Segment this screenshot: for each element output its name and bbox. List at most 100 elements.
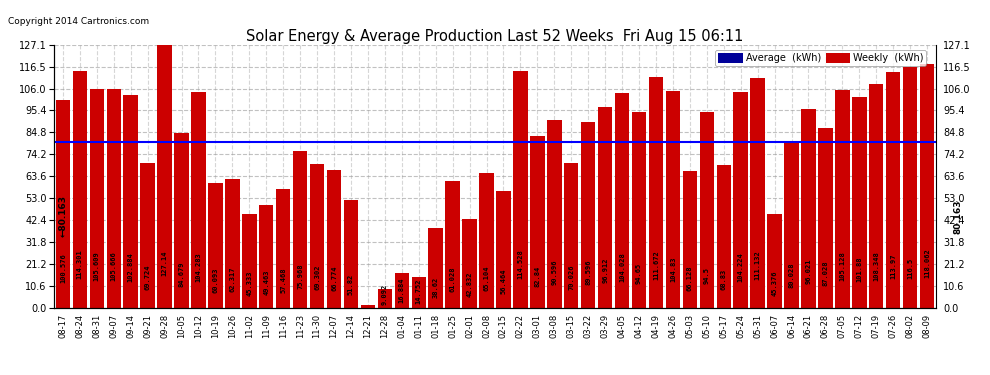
Text: 82.84: 82.84 (535, 266, 541, 287)
Bar (920, 64, 935, 308)
Title: Solar Energy & Average Production Last 52 Weeks  Fri Aug 15 06:11: Solar Energy & Average Production Last 5… (247, 29, 743, 44)
Text: 80.028: 80.028 (788, 262, 795, 288)
Text: 89.596: 89.596 (585, 260, 591, 285)
Text: 9.092: 9.092 (382, 284, 388, 305)
Bar (141, 164, 154, 308)
Bar (395, 273, 409, 308)
Bar (412, 277, 426, 308)
Text: 84.679: 84.679 (178, 261, 184, 286)
Bar (903, 67, 918, 308)
Bar (717, 165, 731, 308)
Bar (107, 89, 121, 308)
Bar (818, 128, 833, 308)
Text: 94.5: 94.5 (704, 267, 710, 284)
Text: 45.376: 45.376 (771, 271, 777, 296)
Bar (225, 179, 240, 308)
Text: 87.028: 87.028 (823, 260, 829, 286)
Bar (581, 123, 595, 308)
Bar (598, 107, 613, 308)
Bar (344, 201, 358, 308)
Text: 70.026: 70.026 (568, 265, 574, 290)
Bar (801, 109, 816, 307)
Text: 113.97: 113.97 (890, 254, 896, 279)
Bar (869, 84, 883, 308)
Bar (615, 93, 630, 308)
Bar (632, 112, 646, 308)
Bar (683, 171, 697, 308)
Bar (513, 71, 528, 308)
Bar (852, 97, 866, 308)
Text: 114.528: 114.528 (518, 249, 524, 279)
Text: ←80.163: ←80.163 (58, 195, 67, 237)
Text: 108.348: 108.348 (873, 251, 879, 280)
Bar (496, 191, 511, 308)
Text: 62.317: 62.317 (230, 267, 236, 292)
Bar (90, 89, 104, 308)
Text: 51.82: 51.82 (347, 273, 354, 295)
Text: 57.468: 57.468 (280, 268, 286, 293)
Text: 114.301: 114.301 (77, 249, 83, 279)
Bar (276, 189, 290, 308)
Bar (886, 72, 900, 308)
Text: 101.88: 101.88 (856, 257, 862, 282)
Bar (564, 163, 578, 308)
Text: 104.283: 104.283 (195, 252, 202, 282)
Text: 90.596: 90.596 (551, 260, 557, 285)
Bar (767, 214, 782, 308)
Text: 42.832: 42.832 (466, 272, 472, 297)
Bar (462, 219, 477, 308)
Bar (648, 77, 663, 308)
Text: 105.666: 105.666 (111, 252, 117, 281)
Bar (377, 289, 392, 308)
Text: 49.463: 49.463 (263, 270, 269, 295)
Text: 38.62: 38.62 (433, 277, 439, 298)
Bar (531, 136, 544, 308)
Legend: Average  (kWh), Weekly  (kWh): Average (kWh), Weekly (kWh) (716, 50, 927, 66)
Bar (174, 133, 189, 308)
Bar (191, 92, 206, 308)
Text: 94.65: 94.65 (636, 263, 643, 284)
Text: 100.576: 100.576 (60, 253, 66, 283)
Bar (157, 45, 172, 308)
Text: 65.104: 65.104 (483, 266, 489, 291)
Bar (429, 228, 443, 308)
Text: 96.021: 96.021 (806, 258, 812, 284)
Bar (446, 182, 459, 308)
Bar (259, 206, 273, 308)
Text: 127.14: 127.14 (161, 251, 167, 276)
Bar (750, 78, 765, 308)
Text: 105.609: 105.609 (94, 252, 100, 281)
Bar (360, 305, 375, 308)
Bar (293, 151, 307, 308)
Bar (243, 214, 256, 308)
Text: 80.163: 80.163 (953, 199, 962, 234)
Text: 75.968: 75.968 (297, 263, 303, 289)
Bar (734, 92, 747, 308)
Text: 102.884: 102.884 (128, 252, 134, 282)
Text: 60.093: 60.093 (213, 267, 219, 292)
Text: 111.672: 111.672 (653, 250, 659, 280)
Text: 105.128: 105.128 (840, 252, 845, 282)
Text: 14.752: 14.752 (416, 278, 422, 304)
Text: 56.464: 56.464 (501, 268, 507, 294)
Bar (124, 95, 138, 308)
Text: 69.302: 69.302 (314, 265, 320, 290)
Text: Copyright 2014 Cartronics.com: Copyright 2014 Cartronics.com (8, 17, 149, 26)
Text: 104.224: 104.224 (738, 252, 743, 282)
Text: 68.83: 68.83 (721, 269, 727, 291)
Bar (784, 142, 799, 308)
Text: 45.333: 45.333 (247, 271, 252, 296)
Text: 66.128: 66.128 (687, 266, 693, 291)
Text: 104.028: 104.028 (619, 252, 625, 282)
Bar (327, 170, 342, 308)
Bar (700, 112, 714, 308)
Bar (479, 173, 494, 308)
Bar (208, 183, 223, 308)
Text: 104.83: 104.83 (670, 256, 676, 282)
Text: 116.5: 116.5 (907, 257, 913, 279)
Bar (55, 100, 70, 308)
Text: 66.774: 66.774 (331, 266, 337, 291)
Text: 61.028: 61.028 (449, 267, 455, 292)
Bar (836, 90, 849, 308)
Text: 118.062: 118.062 (924, 249, 930, 278)
